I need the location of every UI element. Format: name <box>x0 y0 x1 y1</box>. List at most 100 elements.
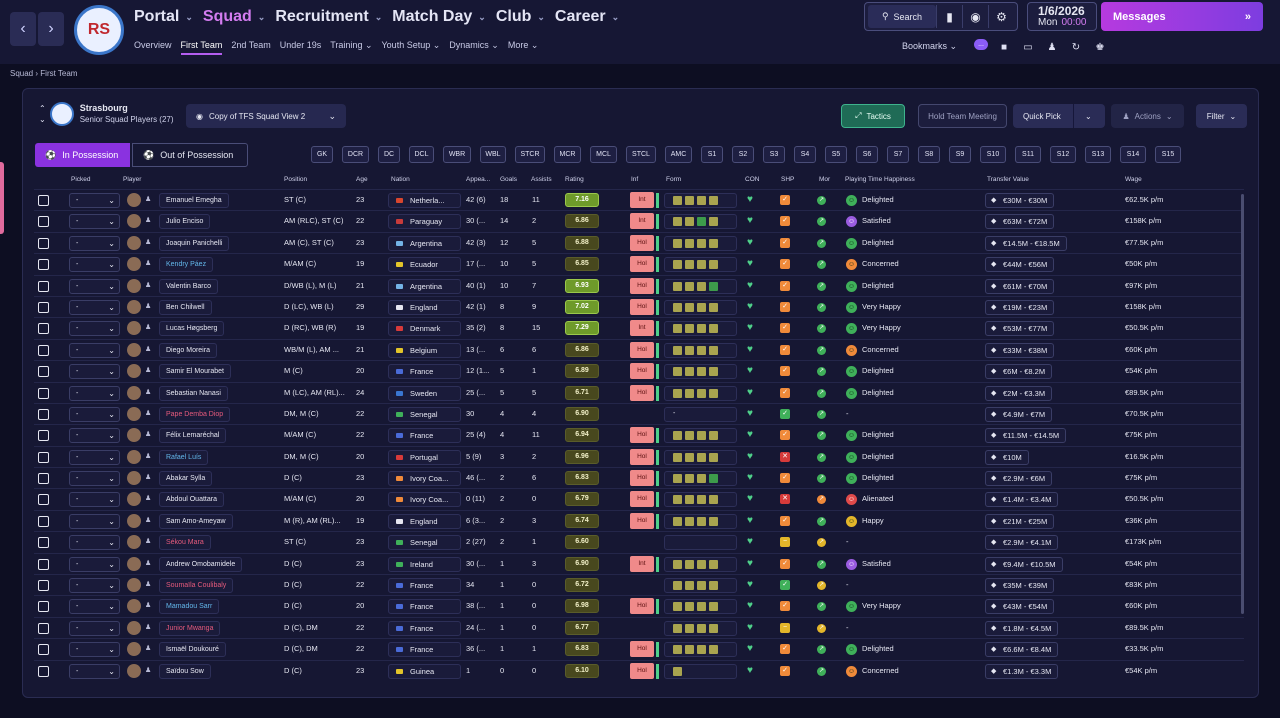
row-checkbox[interactable] <box>38 408 49 420</box>
position-chip-s15[interactable]: S15 <box>1155 146 1181 163</box>
bookmarks-dropdown[interactable]: Bookmarks ⌄ <box>902 41 958 51</box>
nav-portal[interactable]: Portal ⌄ <box>134 6 193 28</box>
forward-button[interactable]: › <box>38 12 64 46</box>
subnav-item[interactable]: Dynamics ⌄ <box>449 40 499 50</box>
player-name[interactable]: Ben Chilwell <box>159 299 212 315</box>
position-chip-mcr[interactable]: MCR <box>554 146 581 163</box>
position-chip-amc[interactable]: AMC <box>665 146 692 163</box>
player-nation[interactable]: France <box>388 428 461 444</box>
table-row[interactable]: - ⌄ ♟ Soumaïla Coulibaly D (C) 22 France 34 1 0 6.… <box>34 574 1244 595</box>
tactics-button[interactable]: ⤢ Tactics <box>841 104 905 128</box>
player-name[interactable]: Sam Amo-Ameyaw <box>159 513 233 529</box>
breadcrumb-squad[interactable]: Squad <box>10 69 34 78</box>
player-nation[interactable]: Paraguay <box>388 214 461 230</box>
picked-select[interactable]: - ⌄ <box>69 364 120 380</box>
row-checkbox[interactable] <box>38 665 49 677</box>
row-checkbox[interactable] <box>38 280 49 292</box>
position-chip-s8[interactable]: S8 <box>918 146 940 163</box>
row-checkbox[interactable] <box>38 644 49 656</box>
player-nation[interactable]: France <box>388 578 461 594</box>
transfer-value[interactable]: €2M - €3.3M <box>985 385 1053 401</box>
row-checkbox[interactable] <box>38 216 49 228</box>
picked-select[interactable]: - ⌄ <box>69 535 120 551</box>
player-nation[interactable]: Senegal <box>388 535 461 551</box>
player-nation[interactable]: Ireland <box>388 556 461 572</box>
col-shp[interactable]: SHP <box>781 176 795 183</box>
refresh-icon[interactable]: ↻ <box>1071 41 1081 53</box>
player-nation[interactable]: Sweden <box>388 385 461 401</box>
table-row[interactable]: - ⌄ ♟ Junior Mwanga D (C), DM 22 France 24 (...… <box>34 616 1244 638</box>
position-chip-s6[interactable]: S6 <box>856 146 878 163</box>
player-nation[interactable]: France <box>388 364 461 380</box>
position-chip-s4[interactable]: S4 <box>794 146 816 163</box>
row-checkbox[interactable] <box>38 601 49 613</box>
nav-career[interactable]: Career ⌄ <box>555 6 619 28</box>
picked-select[interactable]: - ⌄ <box>69 492 120 508</box>
position-chip-stcr[interactable]: STCR <box>515 146 545 163</box>
picked-select[interactable]: - ⌄ <box>69 578 120 594</box>
row-checkbox[interactable] <box>38 622 49 634</box>
position-chip-s12[interactable]: S12 <box>1050 146 1076 163</box>
player-name[interactable]: Félix Lemaréchal <box>159 428 227 444</box>
transfer-value[interactable]: €1.3M - €3.3M <box>985 663 1059 679</box>
transfer-value[interactable]: €6.6M - €8.4M <box>985 642 1059 658</box>
player-name[interactable]: Pape Demba Diop <box>159 406 231 422</box>
row-checkbox[interactable] <box>38 430 49 442</box>
date-display[interactable]: 1/6/2026 Mon 00:00 <box>1027 2 1097 31</box>
transfer-value[interactable]: €33M - €38M <box>985 342 1055 358</box>
table-row[interactable]: - ⌄ ♟ Valentin Barco D/WB (L), M (L) 21 Argent… <box>34 274 1244 296</box>
globe-icon[interactable]: ◉ <box>962 5 988 28</box>
player-name[interactable]: Abdoul Ouattara <box>159 492 224 508</box>
player-name[interactable]: Samir El Mourabet <box>159 364 231 380</box>
col-apps[interactable]: Appea... <box>466 176 491 183</box>
position-chip-dc[interactable]: DC <box>378 146 400 163</box>
shirt-icon[interactable]: ■ <box>1000 41 1008 53</box>
picked-select[interactable]: - ⌄ <box>69 642 120 658</box>
player-nation[interactable]: Ecuador <box>388 257 461 273</box>
subnav-item[interactable]: Youth Setup ⌄ <box>381 40 441 50</box>
table-row[interactable]: - ⌄ ♟ Joaquin Panichelli AM (C), ST (C) 23 Arg… <box>34 231 1244 253</box>
team-meeting-button[interactable]: Hold Team Meeting <box>918 104 1007 128</box>
picked-select[interactable]: - ⌄ <box>69 235 120 251</box>
picked-select[interactable]: - ⌄ <box>69 620 120 636</box>
player-name[interactable]: Sékou Mara <box>159 535 211 551</box>
col-nation[interactable]: Nation <box>391 176 410 183</box>
subnav-item[interactable]: More ⌄ <box>507 40 539 50</box>
transfer-value[interactable]: €19M - €23M <box>985 299 1055 315</box>
subnav-item[interactable]: Overview <box>134 40 172 50</box>
transfer-value[interactable]: €21M - €25M <box>985 513 1055 529</box>
table-row[interactable]: - ⌄ ♟ Julio Enciso AM (RLC), ST (C) 22 Paragua… <box>34 210 1244 231</box>
table-row[interactable]: - ⌄ ♟ Saïdou Sow D (C) 23 Guinea 1 0 0 6.10 Hol ♥ ✓ ↗ ☺… <box>34 659 1244 681</box>
col-picked[interactable]: Picked <box>71 176 91 183</box>
transfer-value[interactable]: €4.9M - €7M <box>985 406 1053 422</box>
position-chip-stcl[interactable]: STCL <box>626 146 656 163</box>
subnav-item[interactable]: Training ⌄ <box>330 40 373 50</box>
table-row[interactable]: - ⌄ ♟ Abdoul Ouattara M/AM (C) 20 Ivory Coa...… <box>34 488 1244 509</box>
player-name[interactable]: Valentin Barco <box>159 278 219 294</box>
position-chip-s5[interactable]: S5 <box>825 146 847 163</box>
position-chip-wbl[interactable]: WBL <box>480 146 506 163</box>
position-chip-s3[interactable]: S3 <box>763 146 785 163</box>
picked-select[interactable]: - ⌄ <box>69 663 120 679</box>
transfer-value[interactable]: €61M - €70M <box>985 278 1055 294</box>
table-row[interactable]: - ⌄ ♟ Abakar Sylla D (C) 23 Ivory Coa... 46 (..… <box>34 467 1244 488</box>
position-chip-dcl[interactable]: DCL <box>409 146 434 163</box>
out-of-possession-tab[interactable]: ⚽ Out of Possession <box>132 143 248 167</box>
player-name[interactable]: Kendry Páez <box>159 257 214 273</box>
transfer-value[interactable]: €1.8M - €4.5M <box>985 620 1059 636</box>
col-form[interactable]: Form <box>666 176 682 183</box>
filter-button[interactable]: Filter ⌄ <box>1196 104 1247 128</box>
position-chip-s2[interactable]: S2 <box>732 146 754 163</box>
transfer-value[interactable]: €2.9M - €4.1M <box>985 535 1059 551</box>
player-nation[interactable]: France <box>388 642 461 658</box>
row-checkbox[interactable] <box>38 301 49 313</box>
player-nation[interactable]: Netherla... <box>388 193 461 208</box>
player-nation[interactable]: Ivory Coa... <box>388 492 461 508</box>
picked-select[interactable]: - ⌄ <box>69 449 120 465</box>
row-checkbox[interactable] <box>38 195 49 206</box>
person-icon[interactable]: ♟ <box>1047 41 1057 53</box>
transfer-value[interactable]: €9.4M - €10.5M <box>985 556 1063 572</box>
position-chip-s1[interactable]: S1 <box>701 146 723 163</box>
col-position[interactable]: Position <box>284 176 308 183</box>
card-icon[interactable]: ▭ <box>1023 41 1033 53</box>
